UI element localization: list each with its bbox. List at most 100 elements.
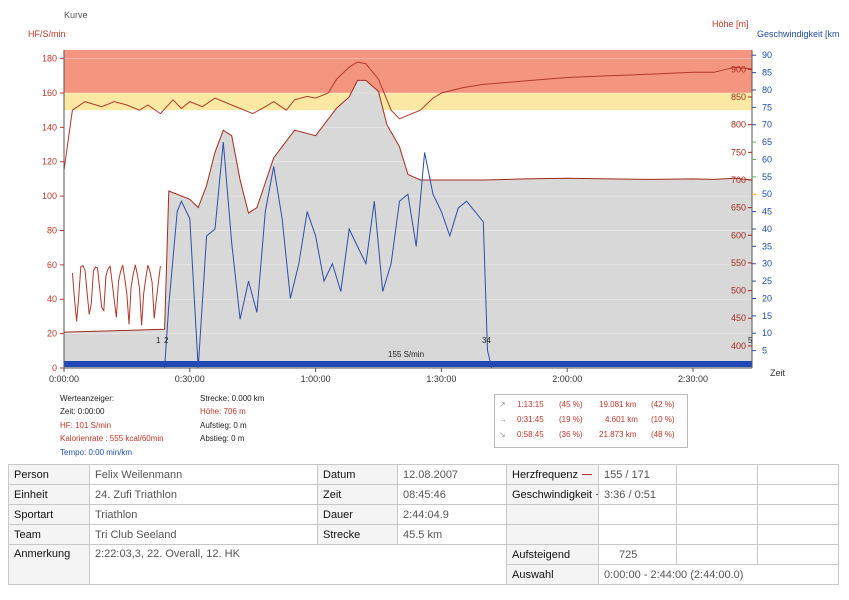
sportart-key: Sportart	[8, 504, 90, 525]
zone-dist: 21.873 km	[599, 430, 637, 439]
empty-cell	[598, 524, 677, 545]
zone-row: ↗ 1:13:15 (45 %) 19.081 km (42 %)	[495, 400, 687, 414]
speed-tick-label: 65	[762, 137, 772, 147]
value-display: Werteanzeiger: Zeit: 0:00:00 HF: 101 S/m…	[60, 392, 164, 459]
left-tick-label: 80	[47, 225, 57, 235]
table-row: Team Tri Club Seeland Strecke 45.5 km	[8, 524, 839, 545]
empty-cell	[757, 504, 839, 525]
speed-tick-label: 15	[762, 311, 772, 321]
zone-time: 1:13:15	[517, 400, 544, 409]
zone-pct: (45 %)	[559, 400, 583, 409]
elevation-tick-label: 550	[731, 258, 746, 268]
zone-band-high	[64, 50, 752, 93]
left-tick-label: 180	[42, 54, 57, 64]
speed-tick-label: 85	[762, 68, 772, 78]
person-value: Felix Weilenmann	[89, 464, 318, 485]
dauer-value: 2:44:04.9	[397, 504, 507, 525]
einheit-value: 24. Zufi Triathlon	[89, 484, 318, 505]
left-tick-label: 160	[42, 88, 57, 98]
x-axis-label: Zeit	[770, 368, 786, 378]
x-tick-label: 1:30:00	[426, 374, 456, 384]
speed-tick-label: 5	[762, 346, 767, 356]
anmerkung-value: 2:22:03,3, 22. Overall, 12. HK	[89, 544, 507, 585]
speed-line	[64, 142, 752, 369]
empty-cell	[506, 524, 599, 545]
stat-kalorien: Kalorienrate : 555 kcal/60min	[60, 434, 164, 444]
speed-tick-label: 20	[762, 293, 772, 303]
empty-cell	[506, 504, 599, 525]
left-tick-label: 60	[47, 260, 57, 270]
speed-tick-label: 25	[762, 276, 772, 286]
elevation-tick-label: 400	[731, 341, 746, 351]
marker-5: 5	[748, 336, 753, 345]
auswahl-key: Auswahl	[506, 564, 599, 585]
info-table: Person Felix Weilenmann Datum 12.08.2007…	[8, 464, 839, 585]
werteanzeiger-label: Werteanzeiger:	[60, 394, 115, 403]
datum-key: Datum	[317, 464, 398, 485]
elevation-tick-label: 600	[731, 230, 746, 240]
chart-title: Kurve	[64, 10, 88, 20]
speed-tick-label: 10	[762, 328, 772, 338]
value-display-2: Strecke: 0.000 km Höhe: 706 m Aufstieg: …	[200, 392, 264, 446]
zone-pct: (36 %)	[559, 430, 583, 439]
empty-cell	[676, 484, 758, 505]
left-tick-label: 100	[42, 191, 57, 201]
elevation-tick-label: 500	[731, 286, 746, 296]
zone-dpct: (48 %)	[651, 430, 675, 439]
datum-value: 12.08.2007	[397, 464, 507, 485]
team-value: Tri Club Seeland	[89, 524, 318, 545]
left-tick-label: 140	[42, 122, 57, 132]
speed-tick-label: 45	[762, 207, 772, 217]
stat-abstieg: Abstieg: 0 m	[200, 434, 245, 444]
hf-legend-line-icon	[582, 474, 593, 476]
stat-zeit: Zeit: 0:00:00	[60, 407, 105, 417]
speed-tick-label: 35	[762, 241, 772, 251]
table-row: Einheit 24. Zufi Triathlon Zeit 08:45:46…	[8, 484, 839, 505]
stat-aufstieg: Aufstieg: 0 m	[200, 420, 247, 430]
empty-cell	[757, 484, 839, 505]
stat-tempo: Tempo: 0:00 min/km	[60, 447, 133, 457]
x-tick-label: 2:00:00	[552, 374, 582, 384]
cadence-label: 155 S/min	[388, 350, 425, 359]
up-arrow-icon: ↗	[499, 400, 506, 409]
table-row: Auswahl 0:00:00 - 2:44:00 (2:44:00.0)	[9, 564, 839, 585]
zeit-key: Zeit	[317, 484, 398, 505]
right-arrow-icon: →	[499, 415, 507, 424]
elevation-line	[63, 79, 752, 333]
gs-value: 3:36 / 0:51	[598, 484, 677, 505]
aufsteigend-value: 725	[598, 544, 677, 565]
zone-pct: (19 %)	[559, 415, 583, 424]
auswahl-value: 0:00:00 - 2:44:00 (2:44:00.0)	[598, 564, 839, 585]
down-arrow-icon: ↘	[499, 430, 506, 439]
cadence-bar	[64, 361, 752, 367]
person-key: Person	[8, 464, 90, 485]
empty-cell	[757, 464, 839, 485]
zone-dist: 4.601 km	[605, 415, 638, 424]
speed-tick-label: 55	[762, 172, 772, 182]
sportart-value: Triathlon	[89, 504, 318, 525]
marker-2: 2	[164, 336, 169, 345]
heart-rate-swim-line	[71, 264, 161, 326]
zone-row: → 0:31:45 (19 %) 4.601 km (10 %)	[495, 415, 687, 429]
hf-key-label: Herzfrequenz	[512, 468, 579, 481]
elevation-axis-label: Höhe [m]	[712, 19, 749, 29]
strecke-value: 45.5 km	[397, 524, 507, 545]
zone-dpct: (10 %)	[651, 415, 675, 424]
table-row: Sportart Triathlon Dauer 2:44:04.9	[8, 504, 839, 525]
zone-time: 0:58:45	[517, 430, 544, 439]
hf-key: Herzfrequenz	[506, 464, 599, 485]
table-row: Anmerkung 2:22:03,3, 22. Overall, 12. HK…	[8, 544, 839, 585]
table-row: Person Felix Weilenmann Datum 12.08.2007…	[8, 464, 839, 485]
empty-cell	[676, 464, 758, 485]
aufsteigend-key: Aufsteigend	[506, 544, 599, 565]
dauer-key: Dauer	[317, 504, 398, 525]
speed-axis-label: Geschwindigkeit [km	[757, 29, 840, 39]
hf-value: 155 / 171	[598, 464, 677, 485]
left-tick-label: 40	[47, 294, 57, 304]
empty-cell	[598, 504, 677, 525]
empty-cell	[676, 504, 758, 525]
zone-band-mid	[64, 92, 752, 111]
speed-tick-label: 40	[762, 224, 772, 234]
x-tick-label: 0:00:00	[49, 374, 79, 384]
